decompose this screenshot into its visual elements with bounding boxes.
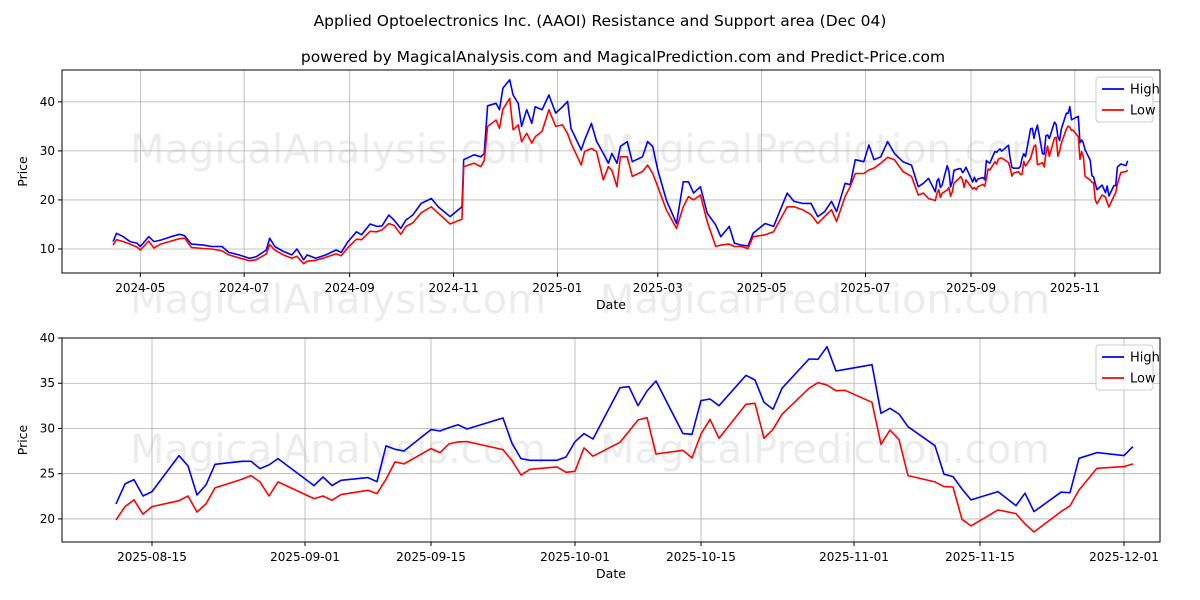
x-axis-label: Date [596, 566, 626, 581]
top-plot: MagicalAnalysis.com MagicalPrediction.com… [15, 69, 1161, 323]
chart-title: Applied Optoelectronics Inc. (AAOI) Resi… [314, 12, 887, 30]
x-tick-label: 2025-09-15 [396, 550, 466, 564]
legend-label-low: Low [1130, 104, 1156, 119]
plot-frame [61, 337, 1161, 543]
x-tick-label: 2025-08-15 [117, 550, 187, 564]
y-tick-label: 25 [40, 467, 55, 481]
legend-label-high: High [1130, 83, 1160, 98]
chart-subtitle: powered by MagicalAnalysis.com and Magic… [301, 48, 945, 66]
legend-label-high: High [1130, 351, 1160, 366]
x-tick-label: 2025-12-01 [1089, 550, 1159, 564]
x-tick-label: 2025-03 [633, 281, 683, 295]
watermark-text: MagicalPrediction.com [600, 277, 1050, 323]
x-tick-label: 2024-05 [115, 281, 165, 295]
y-tick-label: 35 [40, 376, 55, 390]
x-tick-label: 2025-11-01 [819, 550, 889, 564]
y-tick-label: 40 [40, 95, 55, 109]
y-tick-label: 10 [40, 242, 55, 256]
legend: High Low [1095, 344, 1160, 391]
y-tick-label: 30 [40, 421, 55, 435]
x-tick-label: 2025-10-01 [540, 550, 610, 564]
legend-label-low: Low [1130, 372, 1156, 387]
y-axis-label: Price [15, 424, 30, 455]
watermark-text: MagicalAnalysis.com [130, 277, 546, 323]
y-tick-label: 30 [40, 144, 55, 158]
x-axis-label: Date [596, 297, 626, 312]
y-tick-label: 20 [40, 512, 55, 526]
x-tick-label: 2025-07 [840, 281, 890, 295]
legend: High Low [1095, 76, 1160, 123]
x-tick-label: 2025-10-15 [666, 550, 736, 564]
y-tick-label: 20 [40, 193, 55, 207]
watermark-text: MagicalAnalysis.com [130, 427, 546, 473]
watermark-text: MagicalPrediction.com [600, 127, 1050, 173]
x-tick-label: 2025-09 [946, 281, 996, 295]
x-tick-label: 2024-09 [325, 281, 375, 295]
bottom-plot: MagicalAnalysis.com MagicalPrediction.com… [15, 331, 1161, 581]
watermark-text: MagicalPrediction.com [600, 427, 1050, 473]
x-tick-label: 2025-11 [1050, 281, 1100, 295]
x-tick-label: 2025-01 [532, 281, 582, 295]
plot-frame [61, 69, 1161, 274]
series-line-high [115, 345, 1134, 513]
x-tick-label: 2025-05 [737, 281, 787, 295]
x-tick-label: 2025-11-15 [945, 550, 1015, 564]
x-tick-label: 2024-07 [219, 281, 269, 295]
series-line-low [112, 97, 1129, 265]
y-tick-label: 40 [40, 331, 55, 345]
series-line-low [115, 381, 1134, 533]
y-axis-label: Price [15, 156, 30, 187]
x-tick-label: 2024-11 [428, 281, 478, 295]
x-tick-label: 2025-09-01 [270, 550, 340, 564]
series-line-high [112, 79, 1129, 261]
